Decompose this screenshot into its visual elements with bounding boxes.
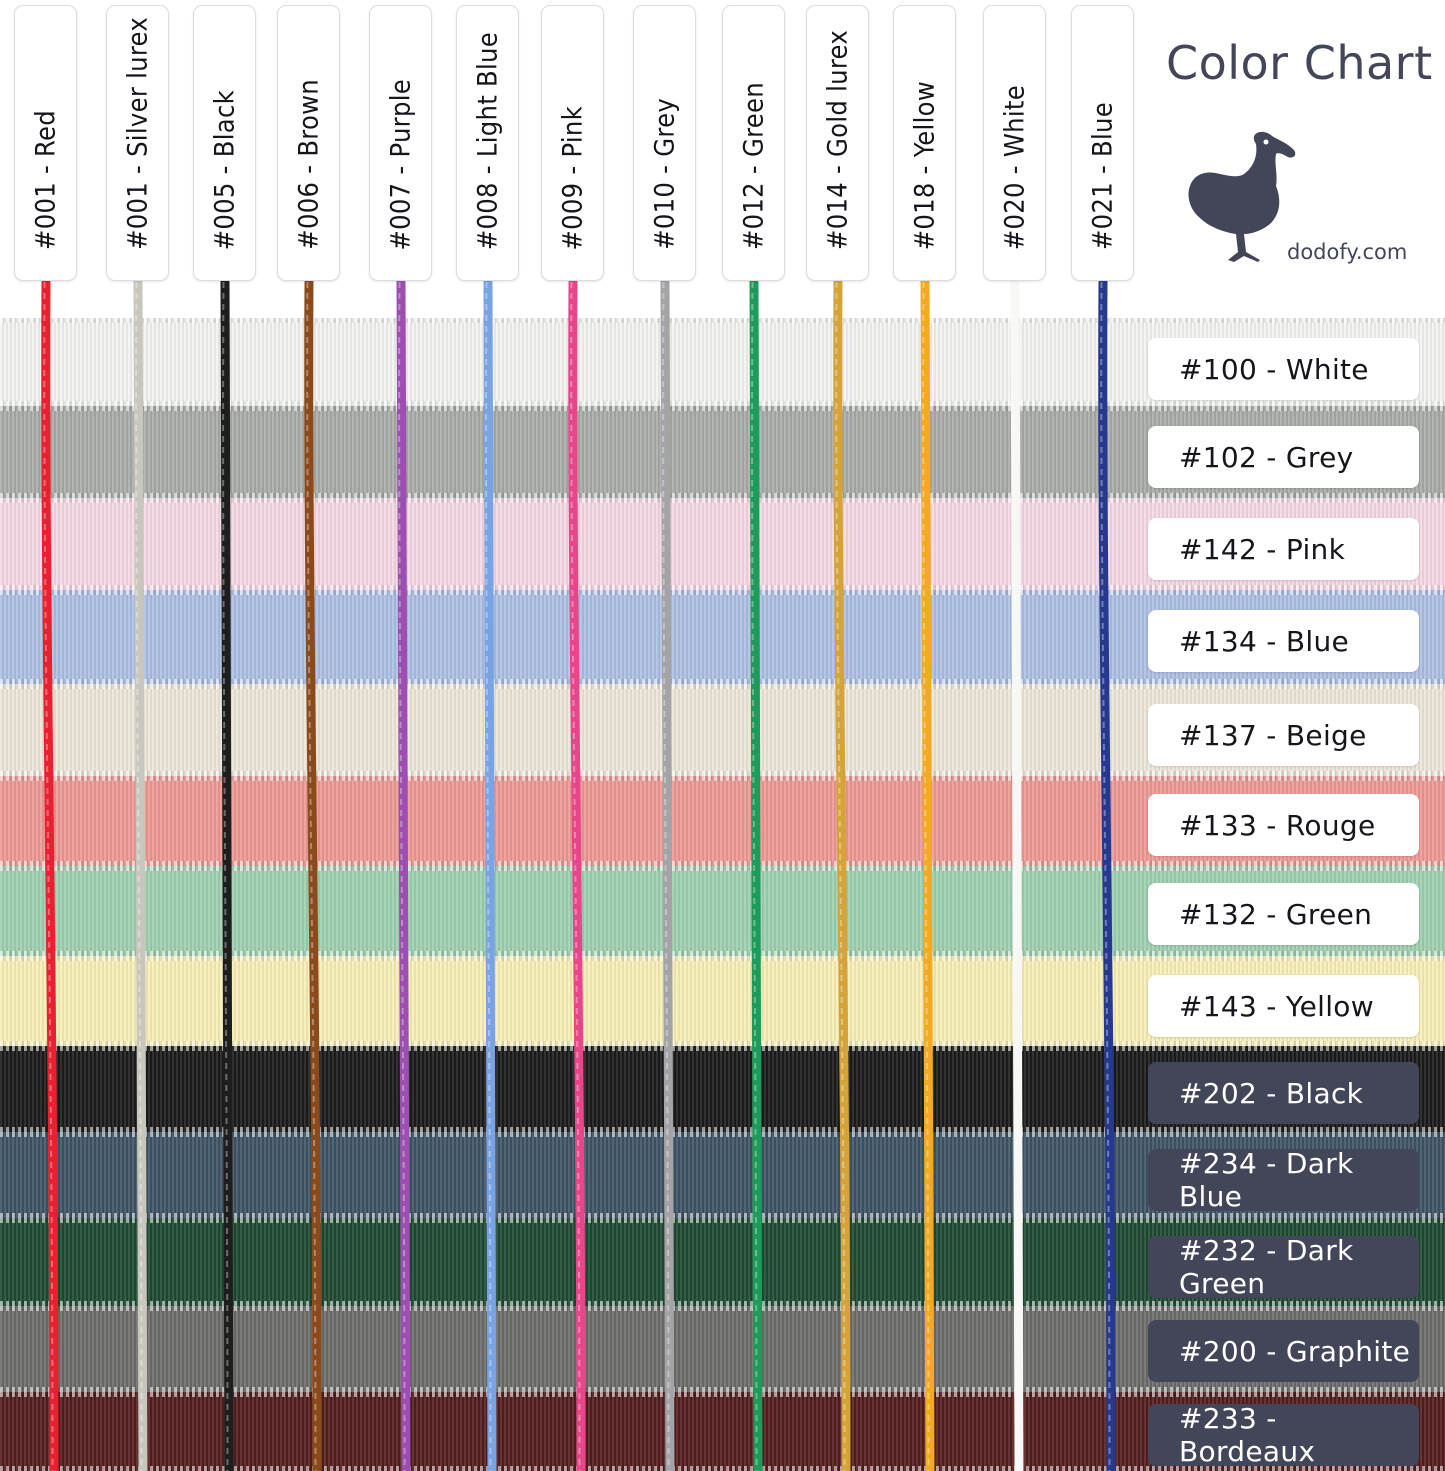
thread-label-card: #008 - Light Blue [456, 5, 519, 281]
thread-label: #018 - Yellow [909, 80, 940, 250]
thread-label: #009 - Pink [557, 105, 588, 250]
thread-label-card: #001 - Red [14, 5, 77, 281]
ribbon-label: #102 - Grey [1148, 426, 1419, 488]
thread-label: #006 - Brown [293, 79, 324, 250]
ribbon-label: #202 - Black [1148, 1062, 1419, 1124]
logo-url: dodofy.com [1287, 240, 1408, 264]
thread-label: #005 - Black [209, 89, 240, 250]
thread-label: #001 - Silver lurex [122, 17, 153, 250]
thread-label-card: #007 - Purple [369, 5, 432, 281]
ribbon-label: #232 - Dark Green [1148, 1234, 1419, 1300]
ribbon-label: #132 - Green [1148, 883, 1419, 945]
thread-label: #007 - Purple [385, 78, 416, 250]
thread-label-card: #010 - Grey [633, 5, 696, 281]
ribbon-label: #133 - Rouge [1148, 794, 1419, 856]
thread-label-card: #018 - Yellow [893, 5, 956, 281]
thread-label-card: #021 - Blue [1071, 5, 1134, 281]
ribbon-label: #234 - Dark Blue [1148, 1147, 1419, 1213]
thread-label: #020 - White [999, 84, 1030, 250]
ribbon-label: #134 - Blue [1148, 610, 1419, 672]
dodo-bird-icon [1188, 131, 1296, 262]
thread-label: #010 - Grey [649, 98, 680, 250]
ribbon-label: #137 - Beige [1148, 704, 1419, 766]
thread-label: #012 - Green [738, 81, 769, 250]
thread-label-card: #001 - Silver lurex [106, 5, 169, 281]
thread-label-card: #014 - Gold lurex [806, 5, 869, 281]
thread-label-card: #006 - Brown [277, 5, 340, 281]
ribbon-label: #233 - Bordeaux [1148, 1402, 1419, 1468]
ribbon-label: #143 - Yellow [1148, 975, 1419, 1037]
ribbon-label: #142 - Pink [1148, 518, 1419, 580]
ribbon-label: #100 - White [1148, 338, 1419, 400]
thread-label: #008 - Light Blue [472, 31, 503, 250]
ribbon-label: #200 - Graphite [1148, 1320, 1419, 1382]
thread-label-card: #012 - Green [722, 5, 785, 281]
thread-label-card: #009 - Pink [541, 5, 604, 281]
thread-label-card: #020 - White [983, 5, 1046, 281]
thread-label-card: #005 - Black [193, 5, 256, 281]
thread-label: #021 - Blue [1087, 102, 1118, 250]
page-title: Color Chart [1166, 36, 1433, 90]
thread-label: #001 - Red [30, 110, 61, 250]
thread-label: #014 - Gold lurex [822, 30, 853, 250]
